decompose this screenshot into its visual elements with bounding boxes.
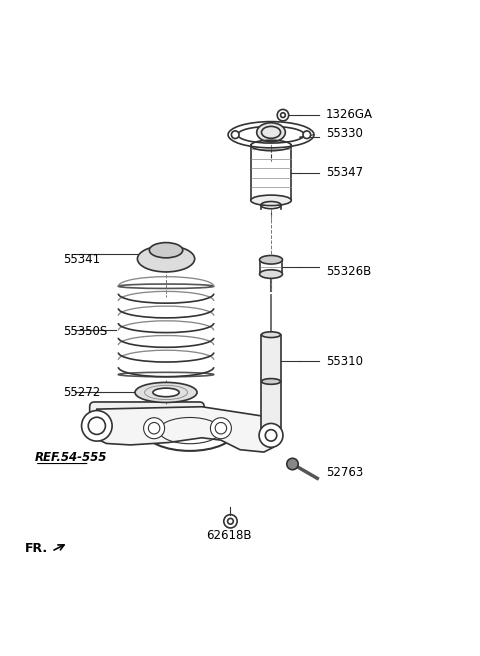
Text: 55326B: 55326B [326,265,371,278]
Ellipse shape [260,270,282,278]
Ellipse shape [149,243,183,258]
Text: 55272: 55272 [63,386,101,400]
Ellipse shape [260,255,282,264]
Text: 55350S: 55350S [63,325,108,338]
Circle shape [259,423,283,447]
Bar [262,335,281,428]
Circle shape [231,131,239,138]
Circle shape [303,131,311,138]
Ellipse shape [137,246,195,272]
Text: 62618B: 62618B [206,529,252,542]
Text: FR.: FR. [25,542,48,555]
Circle shape [82,411,112,441]
Circle shape [144,418,165,439]
Text: 55310: 55310 [326,355,363,368]
Ellipse shape [153,388,179,397]
Text: 52763: 52763 [326,466,363,479]
Ellipse shape [257,123,285,142]
Text: 1326GA: 1326GA [326,108,373,121]
Text: 55347: 55347 [326,167,363,179]
Circle shape [210,418,231,439]
Ellipse shape [144,410,235,451]
Ellipse shape [135,382,197,402]
Ellipse shape [262,332,281,338]
Ellipse shape [262,379,281,384]
Circle shape [263,427,280,444]
FancyBboxPatch shape [90,402,204,433]
Text: 55341: 55341 [63,253,100,266]
Polygon shape [95,407,276,452]
Ellipse shape [251,195,291,205]
Text: 55330: 55330 [326,127,363,140]
Text: REF.54-555: REF.54-555 [35,451,107,464]
Circle shape [287,459,298,470]
